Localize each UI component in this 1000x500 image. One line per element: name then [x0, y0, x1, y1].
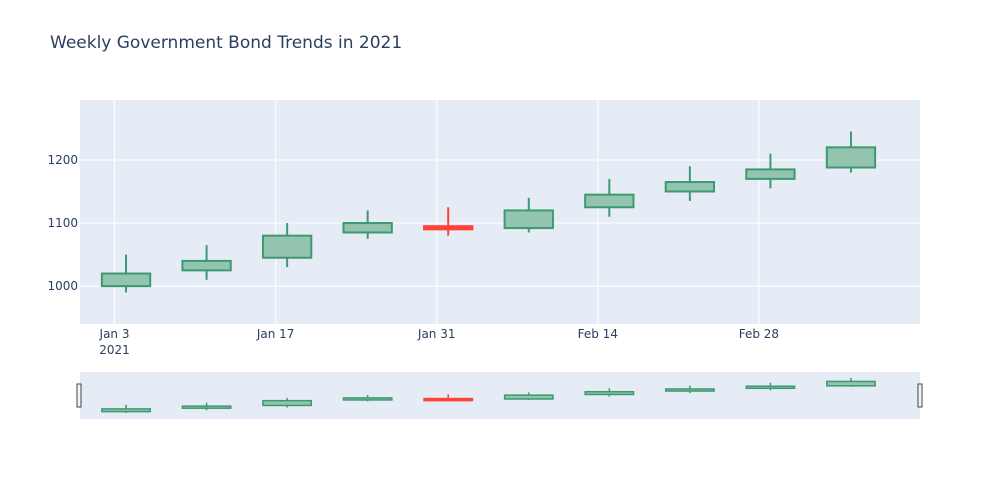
- slider-candle: [745, 382, 796, 391]
- slider-candle-body: [503, 394, 554, 400]
- candle[interactable]: [503, 197, 554, 233]
- slider-candle: [423, 394, 474, 402]
- candle-body: [745, 168, 796, 180]
- candle[interactable]: [181, 245, 232, 280]
- candle-body: [664, 181, 716, 193]
- candle[interactable]: [423, 207, 474, 236]
- candle[interactable]: [825, 131, 877, 173]
- candle-body: [181, 259, 232, 272]
- rangeslider-right-handle[interactable]: [917, 383, 923, 408]
- candles[interactable]: [100, 131, 877, 293]
- candle-body: [503, 209, 554, 230]
- y-tick-label: 1200: [47, 153, 78, 167]
- candle-body: [342, 222, 393, 234]
- slider-candle-body: [664, 388, 715, 392]
- slider-candle: [503, 392, 554, 400]
- slider-candle-body: [342, 397, 393, 401]
- candle-body: [261, 234, 313, 259]
- x-tick-label: Jan 17: [256, 327, 295, 341]
- slider-candle-body: [423, 397, 474, 402]
- x-tick-label: Jan 3: [99, 327, 130, 341]
- slider-candle: [584, 388, 635, 397]
- candle-body: [100, 272, 152, 288]
- candle[interactable]: [261, 223, 313, 268]
- slider-candle: [342, 395, 393, 402]
- y-axis: 1000 1100 1200: [47, 153, 78, 293]
- slider-candle: [101, 404, 151, 413]
- x-tick-label: Feb 28: [739, 327, 779, 341]
- slider-candle-body: [262, 399, 313, 407]
- slider-candle: [826, 378, 876, 387]
- candle[interactable]: [584, 178, 635, 217]
- chart-title: Weekly Government Bond Trends in 2021: [50, 33, 403, 53]
- candle-body: [423, 225, 474, 231]
- slider-candle: [181, 402, 232, 411]
- slider-candle: [262, 397, 313, 408]
- slider-candle-body: [181, 405, 232, 409]
- rangeslider-left-handle[interactable]: [76, 383, 82, 408]
- slider-candle-body: [826, 380, 876, 387]
- candle[interactable]: [100, 254, 152, 293]
- y-tick-label: 1000: [47, 279, 78, 293]
- slider-candle-body: [101, 408, 151, 413]
- candle-body: [584, 193, 635, 209]
- candle[interactable]: [745, 153, 796, 189]
- plot-background: [80, 100, 920, 324]
- slider-candle-body: [584, 390, 635, 396]
- rangeslider-background[interactable]: [80, 372, 920, 419]
- slider-candle: [664, 385, 715, 394]
- candle[interactable]: [664, 166, 716, 201]
- slider-candle-body: [745, 385, 796, 390]
- x-tick-label: Jan 31: [417, 327, 456, 341]
- candle[interactable]: [342, 210, 393, 239]
- x-tick-sublabel: 2021: [99, 343, 130, 357]
- rangeslider-candles: [101, 378, 876, 413]
- candle-body: [825, 146, 877, 169]
- y-tick-label: 1100: [47, 216, 78, 230]
- x-tick-label: Feb 14: [578, 327, 618, 341]
- x-axis: Jan 3 2021 Jan 17 Jan 31 Feb 14 Feb 28: [99, 327, 780, 357]
